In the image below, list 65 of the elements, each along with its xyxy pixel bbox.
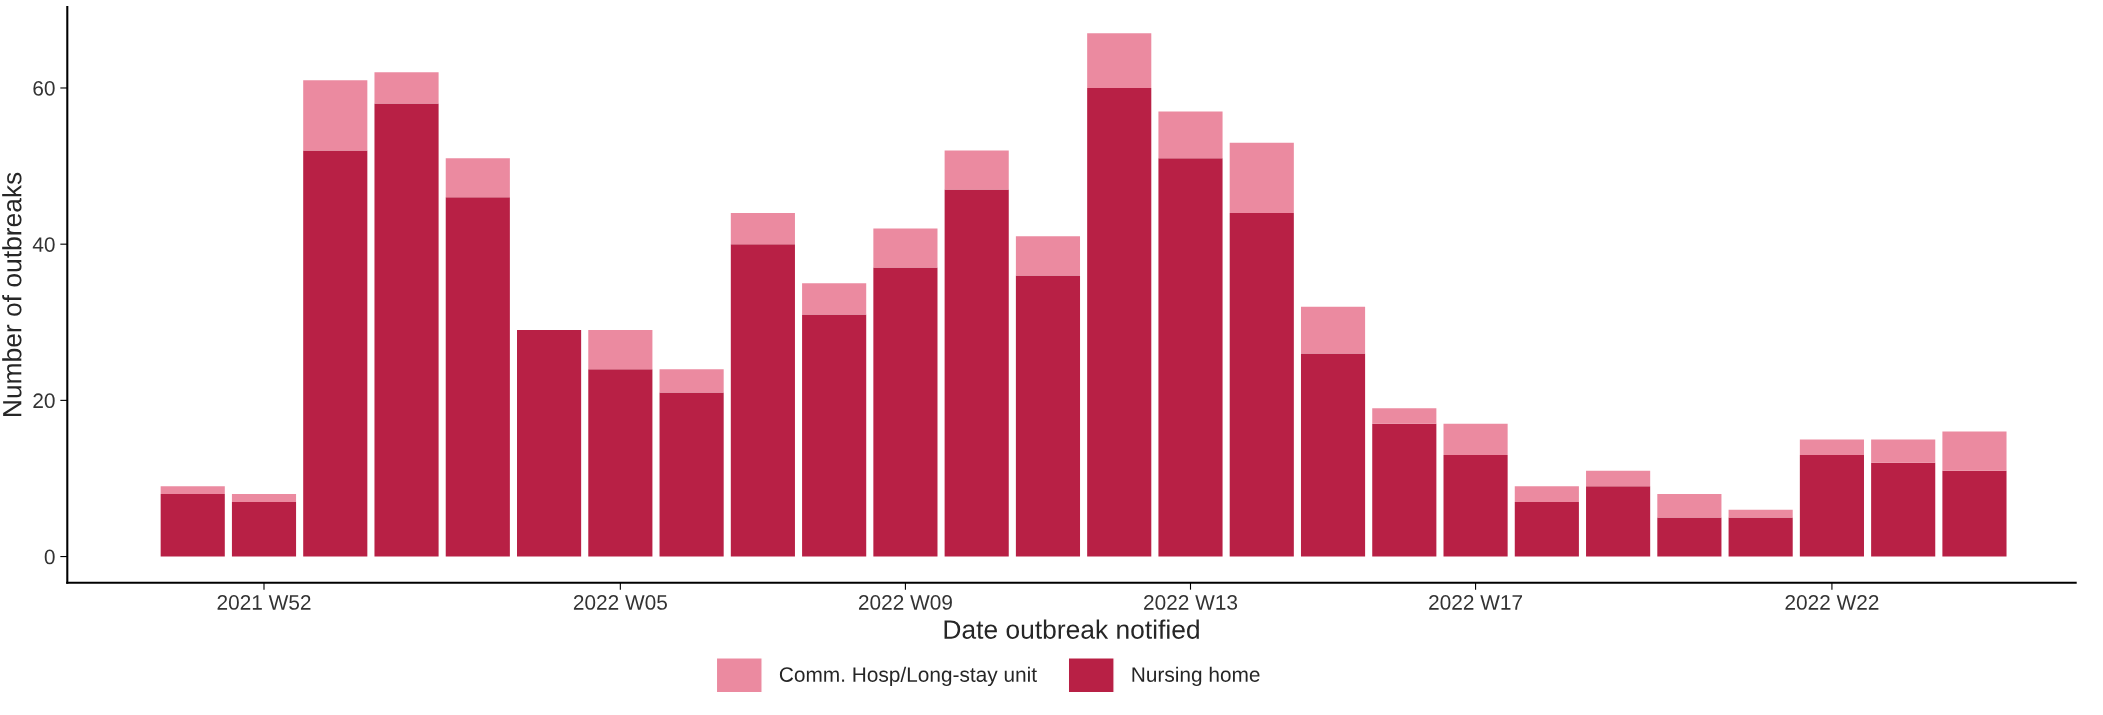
bar: [873, 228, 938, 268]
bar: [1443, 423, 1508, 456]
bar: [1942, 431, 2007, 471]
x-tick-label: 2022 W17: [1429, 595, 1523, 610]
bar: [1657, 494, 1722, 518]
bar: [802, 283, 867, 315]
bar: [374, 72, 439, 104]
bar: [1087, 33, 1152, 88]
bar: [1443, 455, 1508, 557]
bar: [1871, 462, 1936, 557]
x-tick-label: 2022 W13: [1144, 595, 1238, 610]
bar: [517, 330, 582, 557]
bar: [1158, 158, 1223, 557]
bar: [1015, 275, 1081, 557]
bar: [1657, 517, 1722, 557]
bar: [1728, 509, 1793, 518]
bar: [1728, 517, 1793, 557]
bar: [1015, 236, 1081, 276]
bar: [659, 369, 724, 393]
bar: [1300, 306, 1366, 354]
bar: [1514, 501, 1579, 557]
bar: [588, 330, 653, 370]
bar: [944, 189, 1009, 557]
bar: [303, 150, 368, 557]
bar: [160, 486, 225, 495]
bar: [1229, 212, 1294, 557]
bar: [730, 212, 795, 245]
y-tick-label: 0: [44, 549, 55, 565]
y-tick-label: 60: [33, 80, 55, 96]
x-tick-label: 2022 W09: [858, 595, 952, 610]
bar: [1300, 353, 1366, 557]
x-tick-label: 2022 W05: [573, 595, 667, 610]
bar: [873, 267, 938, 557]
bar: [231, 501, 297, 557]
legend-label: Comm. Hosp/Long-stay unit: [779, 666, 1037, 687]
bar: [944, 150, 1009, 190]
bar: [730, 244, 795, 557]
y-tick-label: 40: [32, 237, 55, 252]
bar: [303, 80, 368, 151]
bar: [802, 314, 867, 557]
bar: [231, 494, 297, 502]
bar: [1087, 87, 1152, 557]
y-axis-title: Number of outbreaks: [2, 172, 22, 416]
bar: [1586, 486, 1651, 557]
bar: [1799, 455, 1864, 557]
x-axis-title: Date outbreak notified: [944, 619, 1199, 639]
bar: [160, 494, 225, 557]
bar: [659, 392, 724, 557]
y-tick-label: 20: [33, 393, 55, 409]
legend-label: Nursing home: [1132, 666, 1260, 687]
bar: [374, 103, 439, 557]
bar: [588, 369, 653, 557]
bar: [1586, 470, 1651, 487]
bar: [1229, 142, 1294, 213]
bar: [1871, 439, 1936, 463]
bar: [1372, 408, 1437, 424]
bar: [445, 197, 510, 557]
x-tick-label: 2021 W52: [217, 595, 311, 610]
bar: [1158, 111, 1223, 159]
bar: [1942, 470, 2007, 557]
bar: [1799, 439, 1864, 456]
bar: [1372, 423, 1437, 557]
x-tick-label: 2022 W22: [1785, 595, 1879, 610]
bar: [445, 158, 510, 198]
bar: [1514, 486, 1579, 502]
